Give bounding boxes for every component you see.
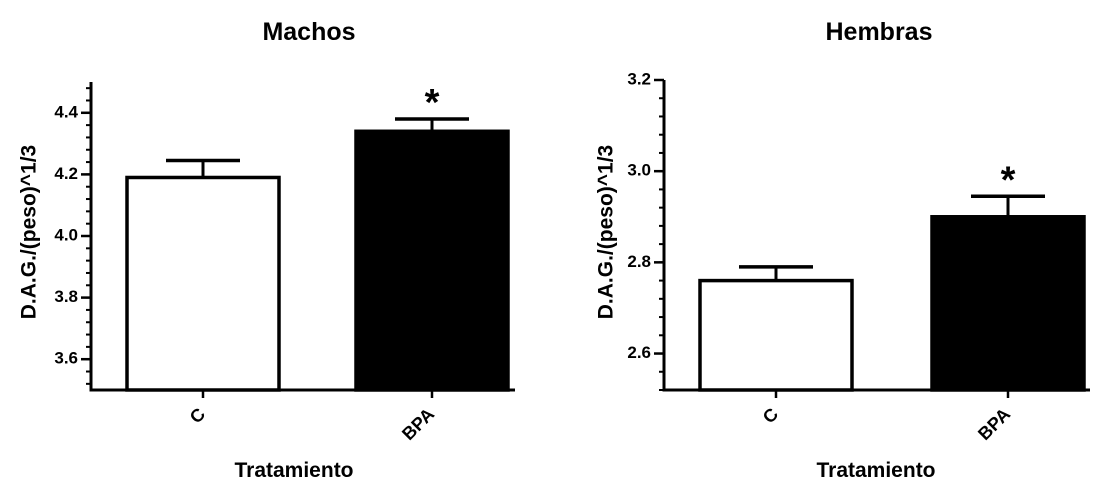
- y-tick-label: 3.0: [627, 161, 651, 180]
- y-tick-label: 4.4: [54, 102, 78, 121]
- bar-c: [698, 278, 854, 392]
- y-tick-label: 3.6: [54, 349, 78, 368]
- chart-title: Machos: [262, 18, 355, 46]
- bar-bpa: [930, 215, 1086, 392]
- bar-bpa: [354, 129, 510, 392]
- bar-c: [125, 175, 281, 392]
- y-axis-label: D.A.G./(peso)^1/3: [18, 145, 41, 319]
- y-tick-label: 2.6: [627, 343, 651, 362]
- x-tick-label-bpa: BPA: [398, 404, 438, 444]
- y-tick-label: 3.2: [627, 69, 651, 88]
- x-tick-label-c: C: [186, 404, 209, 427]
- y-axis-label: D.A.G./(peso)^1/3: [595, 145, 618, 319]
- x-tick-label-c: C: [759, 404, 782, 427]
- y-tick-label: 3.8: [54, 287, 78, 306]
- y-tick-label: 4.0: [54, 225, 78, 244]
- x-axis-label: Tratamiento: [816, 459, 935, 482]
- chart-panel-machos: Machos D.A.G./(peso)^1/3 Tratamiento 3.6 3.8…: [18, 18, 515, 482]
- y-tick-label: 4.2: [54, 164, 78, 183]
- x-tick-label-bpa: BPA: [974, 404, 1014, 444]
- significance-marker: *: [425, 82, 440, 124]
- chart-panel-hembras: Hembras D.A.G./(peso)^1/3 Tratamiento 2.6 2.…: [595, 18, 1090, 482]
- chart-title: Hembras: [826, 18, 933, 46]
- y-tick-label: 2.8: [627, 252, 651, 271]
- significance-marker: *: [1001, 159, 1016, 201]
- x-axis-label: Tratamiento: [234, 459, 353, 482]
